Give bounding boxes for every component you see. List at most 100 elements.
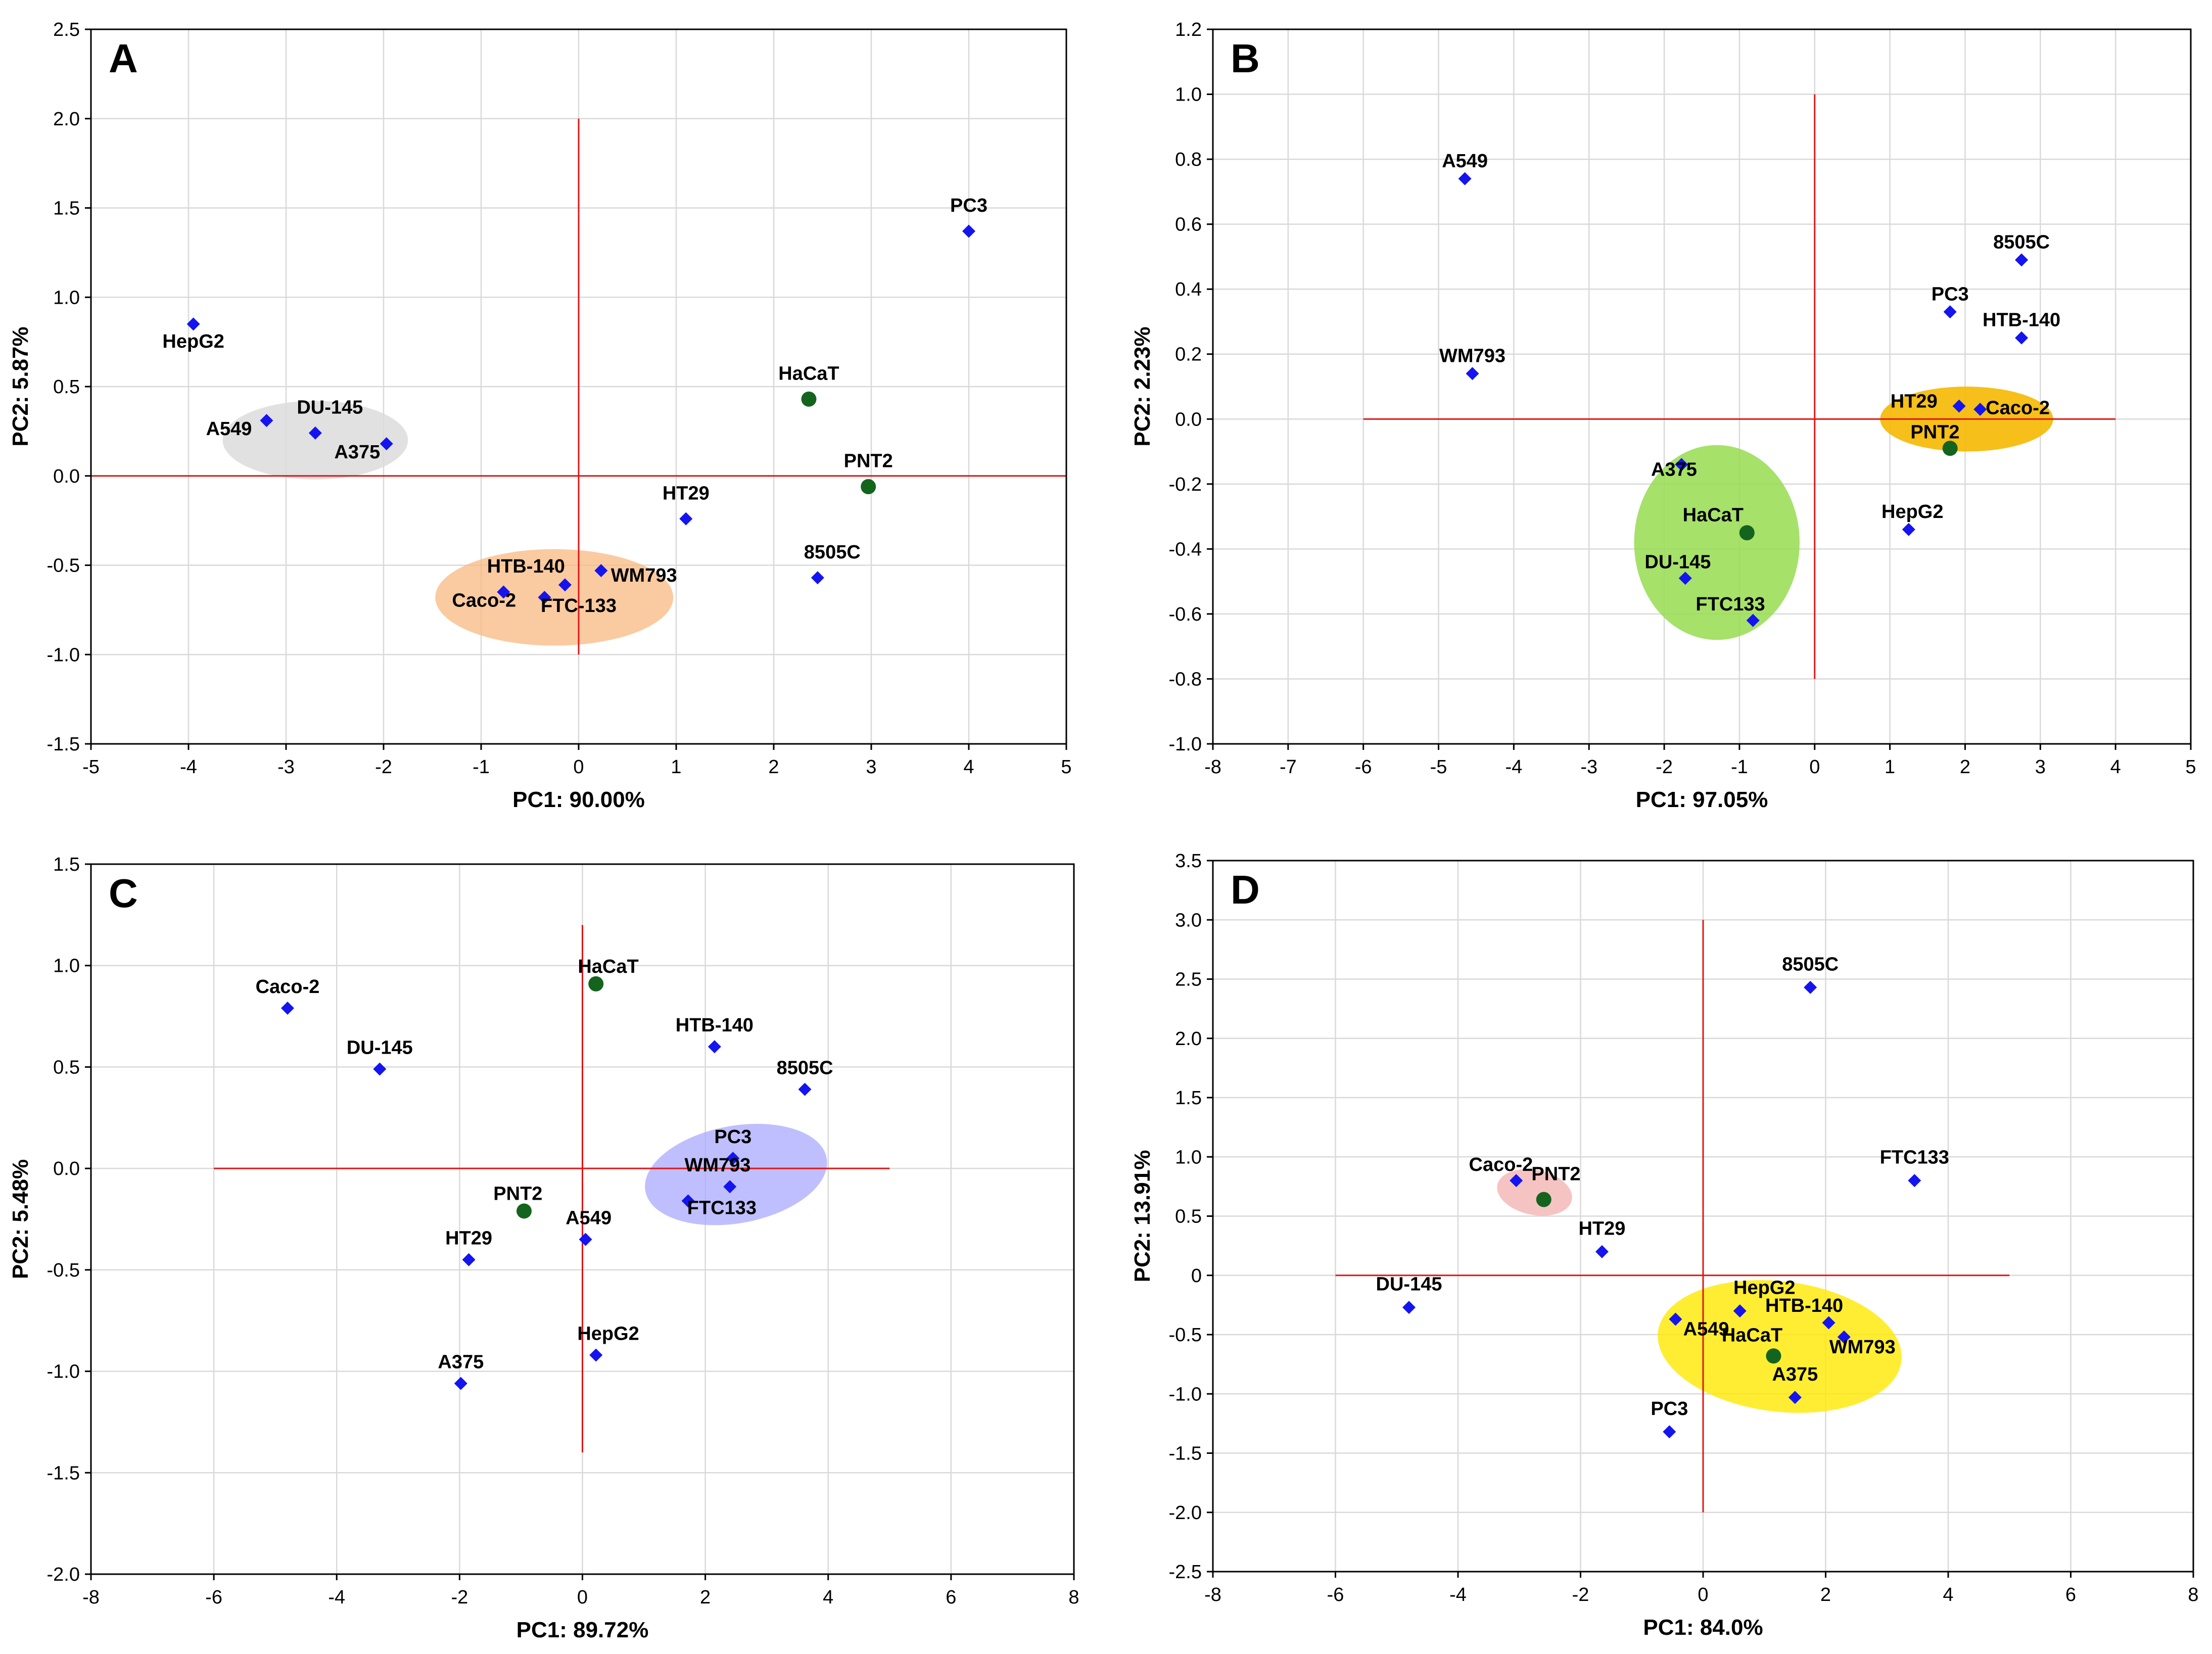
y-tick-label: 0.6 (1175, 214, 1202, 235)
y-tick-label: -1.5 (1169, 1443, 1202, 1464)
y-tick-label: -2.0 (47, 1564, 80, 1585)
point-label: 8505C (1993, 231, 2050, 253)
point-label: Caco-2 (1986, 397, 2050, 418)
y-tick-label: -0.5 (47, 555, 80, 577)
x-tick-label: -1 (473, 757, 490, 778)
cancer-cell-point (538, 591, 551, 604)
point-label: 8505C (1782, 954, 1839, 975)
cancer-cell-point (579, 1233, 592, 1246)
cancer-cell-point (1466, 367, 1479, 381)
normal-cell-point (1942, 441, 1958, 456)
y-tick-label: 0.5 (1175, 1206, 1202, 1227)
cancer-cell-point (1675, 458, 1688, 471)
y-tick-label: -2.5 (1169, 1562, 1202, 1583)
panel-c: -8 -6 -4 -2 0 2 4 6 8 -2.0 -1.5 -1.0 -0.5 0.0 0.5 1.0 1.… (8, 854, 1079, 1642)
point-label: HepG2 (1881, 501, 1943, 523)
y-tick-label: 2.0 (53, 109, 80, 130)
y-axis-label: PC2: 2.23% (1130, 326, 1155, 446)
x-axis-label: PC1: 90.00% (512, 787, 645, 812)
x-tick-label: 4 (823, 1587, 833, 1608)
y-tick-label: -0.5 (47, 1260, 80, 1281)
y-tick-label: 1.2 (1175, 19, 1202, 40)
cancer-cell-point (1902, 523, 1915, 536)
y-tick-label: 2.5 (53, 19, 80, 40)
orange-cluster (435, 549, 674, 646)
y-tick-label: -1.5 (47, 734, 80, 755)
point-label: HaCaT (578, 956, 638, 977)
x-tick-label: -4 (180, 757, 197, 778)
cancer-cell-point (1952, 399, 1966, 413)
cancer-cell-point (2015, 253, 2029, 267)
point-label: A375 (438, 1352, 484, 1373)
x-tick-label: 3 (866, 757, 876, 778)
cancer-cell-point (2015, 331, 2029, 345)
point-label: Caco-2 (1469, 1154, 1533, 1175)
point-label: WM793 (611, 565, 677, 586)
cancer-cell-point (373, 1062, 387, 1076)
y-tick-label: 0.0 (53, 1158, 80, 1179)
point-label: PC3 (950, 195, 987, 216)
x-tick-label: -6 (1355, 757, 1372, 778)
point-label: WM793 (1439, 345, 1505, 366)
point-label: PC3 (714, 1126, 751, 1148)
x-tick-label: 4 (963, 757, 974, 778)
point-label: HTB-140 (676, 1015, 754, 1036)
point-label: HT29 (663, 483, 710, 504)
cancer-cell-point (589, 1348, 603, 1362)
x-tick-label: -4 (328, 1587, 345, 1608)
x-tick-label: 4 (2110, 757, 2121, 778)
y-tick-label: 1.5 (53, 198, 80, 219)
cancer-cell-point (186, 317, 200, 331)
x-tick-label: 8 (2188, 1584, 2198, 1605)
x-tick-label: 2 (700, 1587, 711, 1608)
x-tick-label: -1 (1731, 757, 1748, 778)
panel-letter: D (1231, 867, 1260, 912)
point-label: PNT2 (1910, 421, 1959, 443)
y-tick-label: -1.5 (47, 1462, 80, 1484)
point-label: DU-145 (297, 397, 363, 418)
point-label: HT29 (1578, 1218, 1625, 1239)
y-tick-label: 0.0 (1175, 409, 1202, 430)
point-label: HepG2 (162, 331, 224, 352)
point-label: PNT2 (493, 1183, 542, 1204)
x-tick-label: -4 (1505, 757, 1522, 778)
point-label: FTC133 (1880, 1147, 1949, 1168)
point-label: FTC-133 (541, 595, 617, 617)
y-tick-label: -1.0 (47, 1361, 80, 1383)
y-tick-label: 1.0 (1175, 1147, 1202, 1168)
x-axis-label: PC1: 97.05% (1636, 787, 1768, 812)
normal-cell-point (588, 976, 604, 991)
cancer-cell-point (558, 578, 572, 592)
y-tick-label: 3.0 (1175, 910, 1202, 931)
y-tick-label: -1.0 (1169, 734, 1202, 755)
cancer-cell-point (811, 571, 824, 585)
point-label: A549 (1683, 1319, 1729, 1340)
y-tick-label: 1.0 (53, 956, 80, 977)
point-label: HTB-140 (487, 556, 565, 577)
x-tick-label: 0 (577, 1587, 588, 1608)
y-tick-label: 2.5 (1175, 969, 1202, 990)
green-cluster (1634, 445, 1800, 640)
cancer-cell-point (308, 426, 322, 440)
y-tick-label: 0.2 (1175, 344, 1202, 365)
y-tick-label: -0.5 (1169, 1325, 1202, 1346)
cancer-cell-point (679, 512, 693, 526)
y-tick-label: 1.5 (53, 854, 80, 875)
point-label: HaCaT (1722, 1325, 1782, 1346)
cancer-cell-point (1973, 402, 1987, 416)
x-tick-label: 3 (2035, 757, 2046, 778)
cancer-cell-point (1943, 305, 1957, 319)
cancer-cell-point (681, 1194, 695, 1208)
point-label: Caco-2 (256, 976, 320, 998)
y-tick-label: -0.8 (1169, 669, 1202, 690)
x-tick-label: -2 (375, 757, 392, 778)
cancer-cell-point (726, 1152, 740, 1165)
cancer-cell-point (962, 224, 975, 238)
x-axis-label: PC1: 89.72% (516, 1618, 649, 1642)
point-label: 8505C (804, 542, 861, 563)
point-label: DU-145 (347, 1037, 413, 1058)
x-tick-label: -4 (1449, 1584, 1467, 1605)
x-tick-label: 2 (1820, 1584, 1831, 1605)
x-tick-label: -2 (451, 1587, 468, 1608)
y-tick-label: -0.2 (1169, 474, 1202, 495)
